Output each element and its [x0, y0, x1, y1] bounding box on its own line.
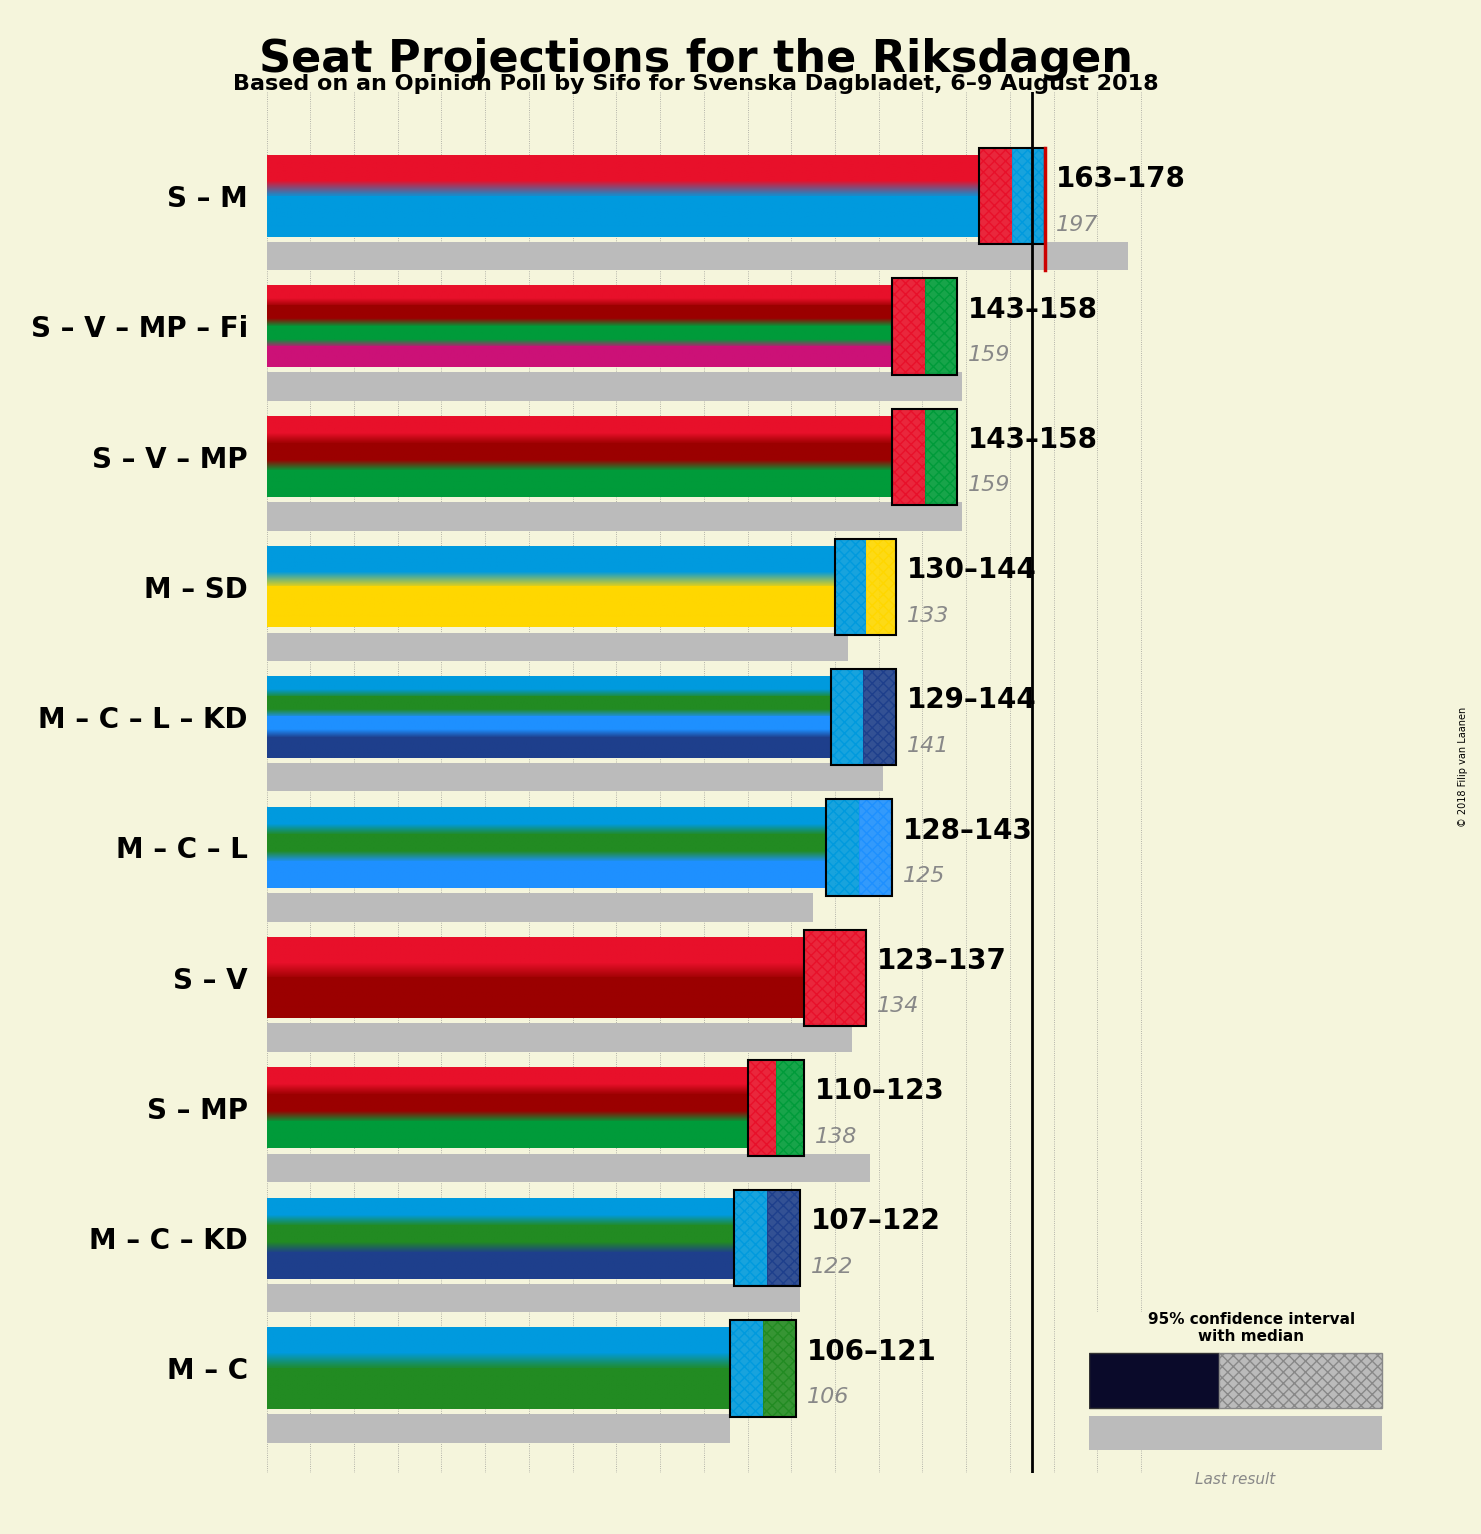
- Text: 123–137: 123–137: [877, 946, 1007, 974]
- Bar: [776, 1060, 804, 1157]
- Bar: [267, 1414, 730, 1442]
- Bar: [804, 930, 835, 1026]
- Bar: [730, 1321, 763, 1416]
- Bar: [865, 538, 896, 635]
- Text: 125: 125: [903, 867, 945, 887]
- Text: 143–158: 143–158: [969, 296, 1099, 324]
- Bar: [835, 538, 865, 635]
- Bar: [979, 149, 1046, 244]
- Bar: [831, 669, 896, 765]
- Bar: [804, 930, 865, 1026]
- Bar: [924, 278, 957, 374]
- Bar: [267, 373, 961, 400]
- Bar: [863, 669, 896, 765]
- Bar: [863, 669, 896, 765]
- Bar: [892, 278, 924, 374]
- Bar: [892, 408, 924, 505]
- Bar: [267, 632, 849, 661]
- Text: Last result: Last result: [1195, 1471, 1275, 1486]
- Bar: [835, 538, 865, 635]
- Bar: [979, 149, 1012, 244]
- Text: 197: 197: [1056, 215, 1099, 235]
- Bar: [924, 408, 957, 505]
- Text: 130–144: 130–144: [908, 555, 1037, 584]
- Text: 128–143: 128–143: [903, 816, 1032, 845]
- Bar: [267, 1154, 869, 1183]
- Bar: [763, 1321, 795, 1416]
- Text: 134: 134: [877, 997, 918, 1017]
- Bar: [892, 278, 957, 374]
- Bar: [826, 799, 859, 896]
- Text: 110–123: 110–123: [816, 1077, 945, 1104]
- Bar: [267, 1284, 800, 1313]
- Bar: [748, 1060, 804, 1157]
- Text: 143–158: 143–158: [969, 426, 1099, 454]
- Bar: [767, 1190, 800, 1287]
- Bar: [924, 278, 957, 374]
- Text: Based on an Opinion Poll by Sifo for Svenska Dagbladet, 6–9 August 2018: Based on an Opinion Poll by Sifo for Sve…: [233, 74, 1158, 94]
- Bar: [748, 1060, 776, 1157]
- Bar: [826, 799, 859, 896]
- Bar: [735, 1190, 767, 1287]
- Bar: [892, 408, 957, 505]
- Text: 106–121: 106–121: [807, 1338, 936, 1365]
- Bar: [831, 669, 863, 765]
- Bar: [730, 1321, 795, 1416]
- Text: 159: 159: [969, 476, 1010, 495]
- Bar: [1012, 149, 1046, 244]
- Text: 129–144: 129–144: [908, 686, 1037, 715]
- Text: 138: 138: [816, 1126, 857, 1146]
- Text: 159: 159: [969, 345, 1010, 365]
- Bar: [892, 408, 924, 505]
- Bar: [1219, 1353, 1382, 1408]
- Bar: [835, 930, 865, 1026]
- Text: 122: 122: [812, 1256, 853, 1276]
- Bar: [1089, 1353, 1219, 1408]
- Bar: [267, 893, 813, 922]
- Bar: [767, 1190, 800, 1287]
- Bar: [1089, 1416, 1382, 1450]
- Text: © 2018 Filip van Laanen: © 2018 Filip van Laanen: [1459, 707, 1468, 827]
- Bar: [730, 1321, 763, 1416]
- Bar: [267, 242, 1129, 270]
- Bar: [748, 1060, 776, 1157]
- Bar: [826, 799, 892, 896]
- Bar: [835, 930, 865, 1026]
- Text: 95% confidence interval
with median: 95% confidence interval with median: [1148, 1312, 1355, 1344]
- Text: 107–122: 107–122: [812, 1207, 940, 1235]
- Bar: [763, 1321, 795, 1416]
- Bar: [835, 538, 896, 635]
- Text: 133: 133: [908, 606, 949, 626]
- Bar: [859, 799, 892, 896]
- Text: Seat Projections for the Riksdagen: Seat Projections for the Riksdagen: [259, 38, 1133, 81]
- Text: 106: 106: [807, 1387, 849, 1407]
- Bar: [859, 799, 892, 896]
- Text: 141: 141: [908, 736, 949, 756]
- Bar: [1012, 149, 1046, 244]
- Bar: [735, 1190, 767, 1287]
- Bar: [267, 502, 961, 531]
- Bar: [776, 1060, 804, 1157]
- Bar: [979, 149, 1012, 244]
- Bar: [735, 1190, 800, 1287]
- Bar: [892, 278, 924, 374]
- Text: 163–178: 163–178: [1056, 166, 1186, 193]
- Bar: [804, 930, 835, 1026]
- Bar: [865, 538, 896, 635]
- Bar: [267, 1023, 853, 1052]
- Bar: [267, 762, 883, 792]
- Bar: [831, 669, 863, 765]
- Bar: [924, 408, 957, 505]
